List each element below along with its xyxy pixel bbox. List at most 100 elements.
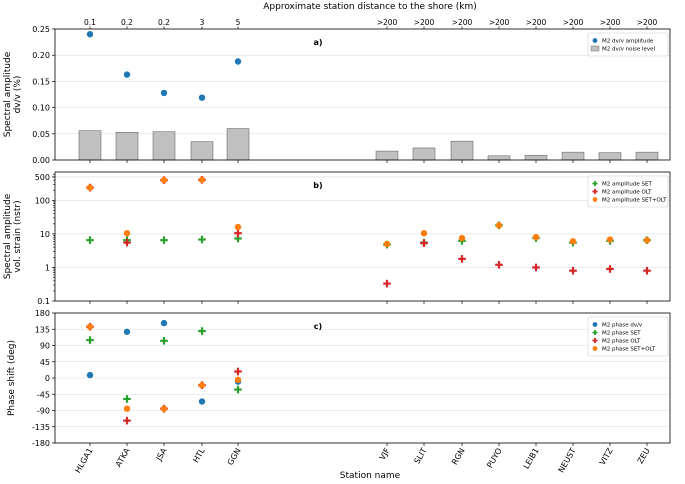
legend-plus xyxy=(592,188,598,195)
point-plus xyxy=(123,416,131,425)
point-plus xyxy=(643,266,651,275)
point xyxy=(86,31,94,38)
point-plus xyxy=(234,367,242,376)
legend-dot xyxy=(592,346,598,351)
point-plus xyxy=(160,337,168,345)
y-axis-title: Spectral amplitude xyxy=(3,51,13,137)
panel-letter: b) xyxy=(313,181,322,190)
bar xyxy=(598,152,622,161)
series-0-1 xyxy=(78,128,659,161)
station-label: GGN xyxy=(226,446,243,466)
distance-label: 5 xyxy=(236,18,241,27)
station-label: SLIT xyxy=(413,446,429,465)
y-tick-label: -135 xyxy=(32,423,50,432)
point xyxy=(643,236,651,244)
y-tick-label: 100 xyxy=(35,196,50,205)
y-tick-label: 500 xyxy=(35,173,50,182)
point-plus xyxy=(234,385,242,394)
distance-label: >200 xyxy=(563,18,584,27)
y-tick-label: 0.15 xyxy=(32,77,50,86)
legend-box xyxy=(587,175,669,208)
point-plus xyxy=(532,263,540,272)
distance-label: 0.2 xyxy=(158,18,170,27)
station-label: NEUST xyxy=(557,446,578,474)
point-plus xyxy=(458,255,466,263)
point-plus xyxy=(606,265,614,273)
point xyxy=(234,58,242,65)
legend-label: M2 dv/v noise level xyxy=(602,47,656,53)
series-1-2 xyxy=(86,176,651,248)
legend-label: M2 amplitude SET+OLT xyxy=(602,198,667,204)
point xyxy=(86,323,94,330)
y-axis-title: dv/v (%) xyxy=(13,76,23,114)
y-tick-label: 1 xyxy=(45,263,50,272)
y-axis-title: Spectral amplitude xyxy=(3,193,13,279)
y-tick-label: 0.1 xyxy=(37,297,50,306)
point xyxy=(495,222,503,229)
y-tick-label: -45 xyxy=(37,390,50,399)
point xyxy=(123,229,131,237)
series-1-1 xyxy=(86,175,651,288)
series-0-0 xyxy=(86,31,242,101)
bottom-axis-title: Station name xyxy=(340,471,401,481)
panel-b: 0.1 1 10 100 500 Spectral amplitude vol. strai… xyxy=(3,171,671,306)
bar xyxy=(524,155,548,161)
station-label: VJF xyxy=(378,446,392,462)
point-plus xyxy=(383,279,391,288)
plot-frame xyxy=(54,312,671,444)
y-tick-label: 135 xyxy=(35,325,50,334)
point xyxy=(123,71,131,78)
top-axis-ticks: 0.1 0.2 0.2 3 5 >200 >200 >200 >200 >200 >200 >200 >… xyxy=(84,18,658,29)
series-2-0 xyxy=(86,319,242,405)
point-plus xyxy=(86,336,94,344)
point-plus xyxy=(569,266,577,275)
legend-label: M2 amplitude OLT xyxy=(602,190,652,196)
legend-label: M2 dv/v amplitude xyxy=(602,39,654,45)
point-plus xyxy=(420,239,428,247)
point xyxy=(160,319,168,327)
y-tick-label: 0.25 xyxy=(32,25,50,34)
point-plus xyxy=(86,236,94,244)
point xyxy=(234,223,242,231)
bar xyxy=(450,140,474,161)
y-tick-label: 180 xyxy=(35,309,50,318)
point xyxy=(420,229,428,237)
point xyxy=(160,176,168,184)
series-1-0 xyxy=(86,221,651,249)
point xyxy=(606,236,614,243)
point-plus xyxy=(160,236,168,244)
legend-label: M2 phase SET xyxy=(602,331,641,337)
station-label: HLGA1 xyxy=(73,447,94,475)
bar xyxy=(115,131,139,161)
station-label: ZEU xyxy=(636,446,652,465)
top-axis-title: Approximate station distance to the shor… xyxy=(263,2,477,12)
bar xyxy=(226,128,250,161)
point-plus xyxy=(234,229,242,237)
bar xyxy=(152,131,176,161)
y-tick-label: 0.20 xyxy=(32,51,50,60)
y-tick-label: 0.00 xyxy=(32,156,50,165)
distance-label: >200 xyxy=(526,18,547,27)
panel-c: -180 -135 -90 -45 0 45 90 135 180 Phase shift (de… xyxy=(7,309,671,448)
legend-label: M2 phase SET+OLT xyxy=(602,347,656,353)
distance-label: >200 xyxy=(452,18,473,27)
legend-plus xyxy=(592,329,598,336)
point-plus xyxy=(198,235,206,244)
bar xyxy=(375,150,399,161)
point-plus xyxy=(495,260,503,269)
point xyxy=(234,376,242,384)
y-tick-label: 10 xyxy=(40,230,50,239)
legend-dot xyxy=(592,38,598,43)
point xyxy=(86,184,94,191)
station-label: VITZ xyxy=(598,446,615,467)
panel-a: 0.00 0.05 0.10 0.15 0.20 0.25 Spectral amplitu… xyxy=(3,25,671,165)
point-plus xyxy=(123,395,131,403)
station-label: HTL xyxy=(191,446,207,464)
series-2-3 xyxy=(86,323,242,412)
point xyxy=(383,240,391,248)
panel-letter: a) xyxy=(313,38,322,47)
bar xyxy=(78,130,102,161)
bar xyxy=(487,155,511,161)
series-2-1 xyxy=(86,327,242,403)
legend-plus xyxy=(592,337,598,344)
